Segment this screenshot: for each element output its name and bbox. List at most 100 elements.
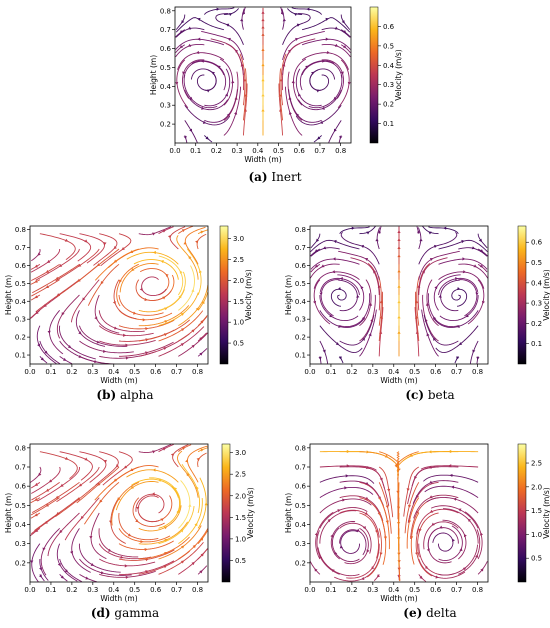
- streamline: [78, 543, 121, 573]
- panel-inert: 0.0 0.1 0.2 0.3 0.4 0.5 0.6 0.7 0.8 0.2 0.3 0.4 0.5 0…: [149, 0, 403, 168]
- streamline-arrow: [453, 497, 457, 501]
- streamline-arrow: [44, 350, 48, 354]
- colorbar-tick-label: 0.4: [383, 62, 395, 70]
- streamline-arrow: [185, 459, 189, 463]
- streamline-arrow: [339, 277, 343, 281]
- streamline-arrow: [342, 45, 347, 49]
- streamline-arrow: [370, 318, 374, 322]
- streamline: [297, 89, 342, 111]
- streamline-arrow: [216, 7, 220, 11]
- caption-label: (d): [90, 606, 111, 620]
- streamline-arrow: [34, 513, 38, 517]
- streamline-arrow: [120, 555, 124, 559]
- colorbar-tick-label: 0.5: [531, 555, 542, 563]
- y-tick-label: 0.7: [15, 244, 26, 252]
- streamplot-inert: 0.0 0.1 0.2 0.3 0.4 0.5 0.6 0.7 0.8 0.2 0.3 0.4 0.5 0…: [149, 6, 403, 164]
- streamline: [182, 59, 205, 99]
- y-axis-label: Height (m): [4, 275, 13, 315]
- y-tick-label: 0.2: [295, 559, 306, 567]
- streamline-arrow: [429, 480, 433, 484]
- streamline: [287, 8, 303, 16]
- y-tick-label: 0.6: [160, 45, 172, 53]
- streamline-arrow: [96, 263, 101, 267]
- x-tick-label: 0.2: [346, 586, 357, 594]
- streamline-arrow: [342, 498, 346, 502]
- streamline: [175, 43, 205, 58]
- colorbar-tick-label: 2.0: [235, 492, 246, 500]
- x-tick-label: 0.5: [273, 147, 284, 155]
- streamline-arrow: [60, 575, 65, 579]
- colorbar-tick-label: 0.1: [383, 120, 394, 128]
- colorbar-tick-label: 2.0: [531, 483, 542, 491]
- streamline-arrow: [195, 486, 199, 490]
- streamline-arrow: [385, 505, 389, 509]
- y-tick-label: 0.6: [295, 262, 307, 270]
- y-tick-label: 0.4: [15, 298, 27, 306]
- streamline-arrow: [60, 483, 64, 487]
- streamline-arrow: [189, 128, 193, 133]
- streamline: [319, 340, 329, 364]
- streamline-arrow: [152, 250, 156, 255]
- x-tick-label: 0.4: [388, 586, 400, 594]
- streamline-arrow: [461, 239, 465, 244]
- streamline: [39, 340, 61, 364]
- colorbar-tick-label: 2.0: [233, 277, 244, 285]
- streamline-arrow: [234, 111, 238, 115]
- streamline-arrow: [330, 534, 334, 538]
- streamline-arrow: [375, 530, 379, 534]
- streamline-arrow: [144, 297, 148, 302]
- streamline: [443, 508, 479, 544]
- y-tick-label: 0.2: [160, 121, 171, 129]
- streamline-arrow: [45, 269, 50, 273]
- streamline-arrow: [179, 45, 184, 49]
- streamline-arrow: [322, 349, 326, 353]
- streamline-arrow: [465, 314, 469, 318]
- x-tick-label: 0.4: [108, 368, 120, 376]
- streamline: [64, 497, 100, 541]
- colorbar: [517, 443, 527, 583]
- streamline-arrow: [103, 242, 107, 246]
- streamline-arrow: [140, 540, 144, 544]
- streamline-arrow: [361, 337, 365, 341]
- streamline-arrow: [295, 37, 299, 41]
- streamline-arrow: [360, 244, 364, 248]
- streamline-arrow: [145, 558, 149, 562]
- streamline-arrow: [481, 300, 485, 305]
- streamline: [339, 522, 372, 554]
- streamline-arrow: [315, 89, 320, 93]
- x-tick-label: 0.6: [294, 147, 306, 155]
- streamline-arrow: [197, 37, 201, 41]
- streamline-arrow: [100, 571, 105, 575]
- streamline-arrow: [319, 292, 323, 296]
- x-tick-label: 0.2: [346, 368, 357, 376]
- streamline-arrow: [457, 287, 461, 291]
- y-tick-label: 0.4: [160, 83, 172, 91]
- streamline: [320, 279, 340, 317]
- plot-frame: [309, 443, 489, 583]
- colorbar-tick-label: 1.5: [233, 298, 244, 306]
- streamline: [376, 227, 381, 250]
- streamline-arrow: [187, 26, 192, 30]
- streamline-arrow: [225, 23, 230, 27]
- streamline-arrow: [192, 544, 196, 549]
- streamline-arrow: [288, 111, 292, 115]
- streamline: [339, 293, 371, 328]
- streamline-arrow: [34, 295, 38, 299]
- streamline-arrow: [344, 486, 348, 490]
- streamline-arrow: [123, 465, 128, 469]
- streamline-arrow: [61, 312, 65, 316]
- x-tick-label: 0.7: [451, 368, 462, 376]
- streamline-arrow: [397, 238, 401, 242]
- streamline-arrow: [198, 269, 202, 274]
- streamline-arrow: [327, 519, 331, 523]
- streamline-arrow: [331, 569, 335, 573]
- x-tick-label: 0.7: [171, 586, 182, 594]
- streamline-arrow: [317, 136, 321, 140]
- streamline-arrow: [385, 520, 389, 524]
- streamline-arrow: [426, 332, 430, 337]
- colorbar-tick-label: 0.5: [233, 340, 244, 348]
- streamline: [309, 69, 330, 91]
- streamline-arrow: [94, 359, 98, 364]
- streamline: [402, 451, 459, 462]
- streamline-arrow: [139, 287, 143, 291]
